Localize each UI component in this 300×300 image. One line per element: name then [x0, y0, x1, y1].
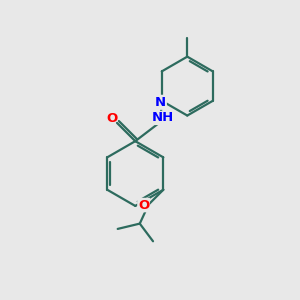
Text: N: N	[155, 96, 166, 109]
Text: NH: NH	[152, 111, 174, 124]
Text: O: O	[106, 112, 117, 125]
Text: O: O	[138, 199, 149, 212]
